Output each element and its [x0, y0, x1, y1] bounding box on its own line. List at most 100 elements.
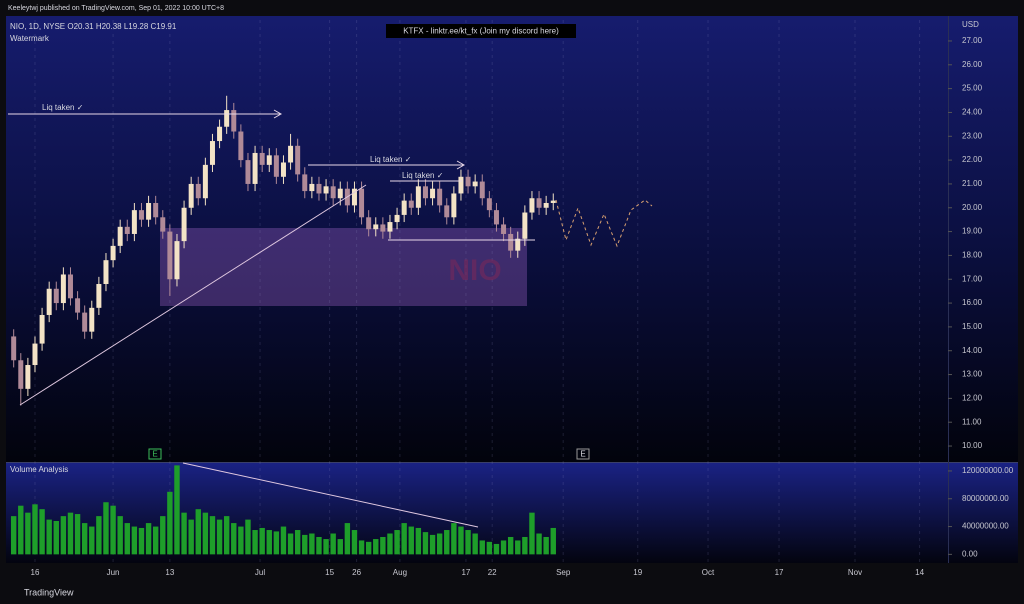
volume-bar — [245, 519, 251, 555]
volume-bar — [536, 533, 542, 555]
candle-body — [373, 224, 379, 230]
logo: TradingView — [24, 587, 74, 597]
candle-body — [536, 198, 542, 208]
candle-body — [408, 200, 414, 208]
event-label: E — [152, 450, 157, 459]
volume-bar — [486, 541, 493, 555]
candle-body — [217, 126, 223, 142]
candle-body — [89, 307, 95, 332]
volume-bar — [529, 512, 535, 555]
volume-bar — [174, 465, 180, 555]
candle-body — [174, 241, 180, 280]
candle-body — [224, 110, 230, 127]
x-tick-label: Oct — [702, 568, 715, 577]
candle-body — [25, 365, 31, 389]
volume-bar — [110, 505, 116, 555]
candle-body — [323, 186, 329, 194]
volume-bar — [39, 509, 45, 555]
x-tick-label: 15 — [325, 568, 334, 577]
candle-body — [67, 274, 73, 299]
event-marker — [148, 448, 162, 460]
volume-bar — [507, 536, 514, 555]
y-tick-label: 80000000.00 — [962, 494, 1009, 503]
candle-body — [245, 160, 251, 184]
volume-bar — [294, 530, 301, 555]
volume-bar — [323, 539, 329, 555]
candle-body — [103, 260, 109, 285]
volume-bar — [238, 526, 244, 555]
candle-body — [366, 217, 372, 230]
volume-bar — [401, 523, 407, 555]
candle-body — [437, 188, 443, 206]
volume-bar — [60, 516, 67, 555]
x-tick-label: Aug — [393, 568, 407, 577]
volume-bar — [472, 533, 478, 555]
candle-body — [39, 314, 45, 344]
y-tick-label: 120000000.00 — [962, 466, 1014, 475]
volume-bar — [25, 512, 31, 555]
demand-zone — [160, 228, 527, 306]
candle-body — [479, 181, 485, 199]
volume-bar — [458, 526, 464, 555]
y-tick-label: 11.00 — [962, 417, 982, 426]
candle-body — [181, 207, 187, 242]
volume-bar — [53, 520, 59, 555]
candle-body — [380, 224, 386, 232]
volume-bar — [358, 540, 365, 555]
volume-bar — [422, 532, 429, 555]
volume-bar — [351, 530, 358, 555]
volume-bar — [316, 536, 322, 555]
volume-bar — [394, 530, 400, 555]
candle-body — [11, 336, 17, 361]
volume-bar — [131, 526, 138, 555]
candle-body — [451, 193, 457, 218]
candle-body — [501, 224, 507, 234]
volume-bar — [152, 526, 159, 555]
candle-body — [486, 198, 492, 211]
x-tick-label: 16 — [31, 568, 40, 577]
volume-bar — [415, 527, 422, 555]
y-tick-label: 19.00 — [962, 227, 983, 236]
volume-bar — [408, 526, 414, 555]
x-tick-label: 13 — [165, 568, 174, 577]
x-tick-label: 14 — [915, 568, 924, 577]
y-tick-label: 13.00 — [962, 370, 983, 379]
candle-body — [188, 183, 194, 208]
candle-body — [138, 210, 144, 220]
candle-body — [508, 233, 514, 251]
volume-bar — [330, 533, 336, 555]
volume-bar — [252, 530, 258, 555]
candle-body — [124, 226, 130, 234]
volume-bar — [138, 527, 145, 555]
volume-bar — [444, 530, 450, 555]
candle-body — [337, 188, 343, 199]
volume-bar — [493, 543, 500, 555]
y-tick-label: 18.00 — [962, 251, 983, 260]
volume-bar — [231, 523, 237, 555]
volume-trend — [182, 462, 479, 528]
candle-body — [351, 188, 357, 206]
candle-body — [252, 152, 258, 184]
candle-body — [153, 202, 159, 218]
candle-body — [32, 343, 38, 366]
y-tick-label: 23.00 — [962, 131, 983, 140]
y-tick-label: 20.00 — [962, 203, 983, 212]
volume-bar — [273, 531, 280, 555]
volume-bar — [188, 519, 194, 555]
y-tick-label: 0.00 — [962, 549, 978, 558]
candle-body — [465, 176, 471, 187]
candle-body — [167, 231, 173, 280]
volume-bar — [365, 541, 372, 555]
y-tick-label: 25.00 — [962, 84, 983, 93]
volume-title: Volume Analysis — [10, 465, 68, 474]
candle-body — [46, 288, 52, 315]
candle-body — [302, 174, 308, 192]
x-tick-label: 22 — [488, 568, 497, 577]
indicator: Watermark — [10, 34, 50, 43]
volume-bar — [436, 533, 443, 555]
candle-body — [231, 110, 237, 132]
candle-body — [529, 198, 535, 213]
candle-body — [209, 141, 215, 165]
volume-bar — [202, 512, 209, 555]
volume-bar — [124, 523, 130, 555]
